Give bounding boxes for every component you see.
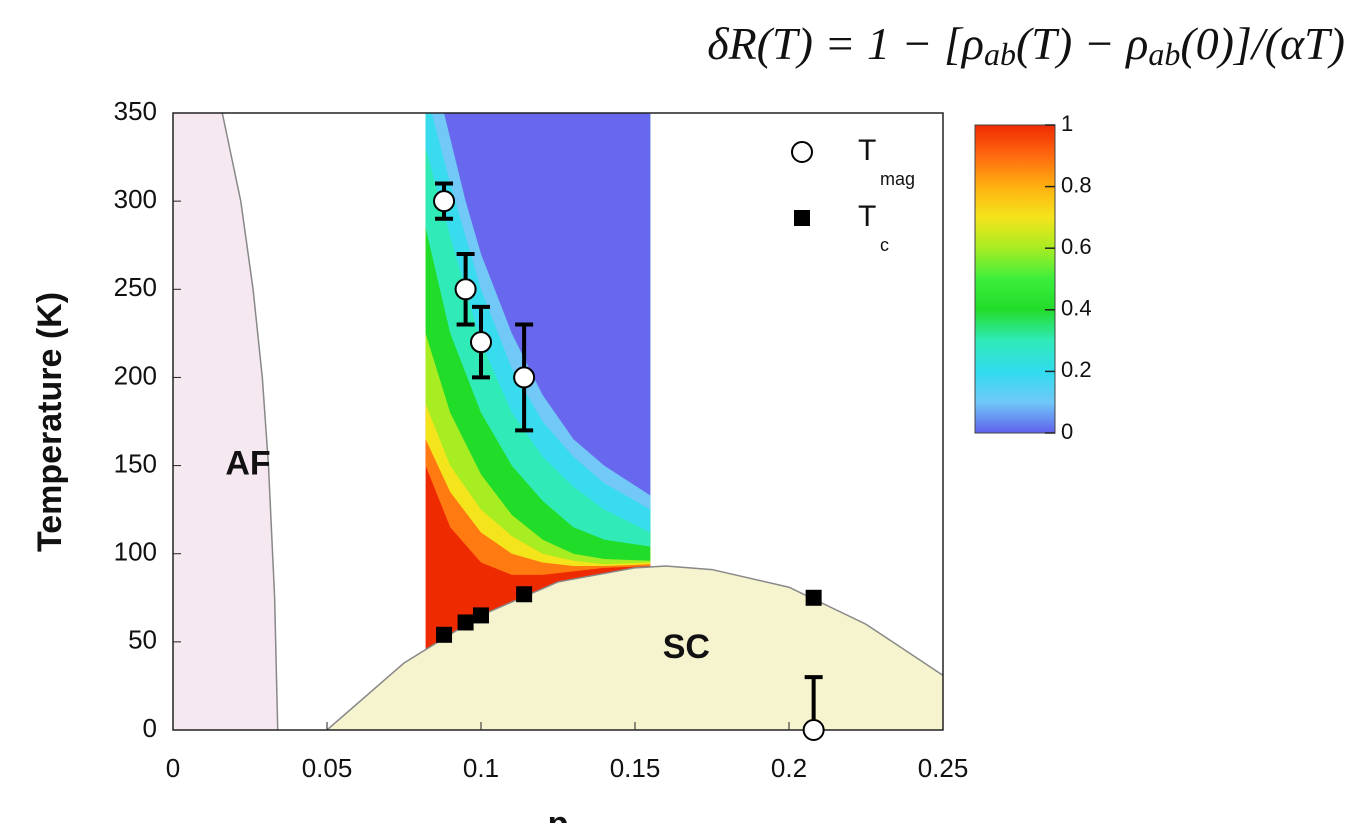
x-tick-label: 0.15 (610, 753, 661, 783)
point (516, 586, 533, 603)
title-part: δR(T) = 1 − [ρ (707, 18, 984, 69)
legend-label-subscript: c (880, 235, 889, 255)
legend-marker (794, 210, 810, 226)
y-tick-label: 350 (114, 96, 157, 126)
y-tick-label: 150 (114, 448, 157, 478)
sc-region (327, 566, 943, 730)
legend-label-subscript: mag (880, 169, 915, 189)
y-tick-label: 250 (114, 272, 157, 302)
point (805, 589, 822, 606)
legend-marker (791, 141, 813, 163)
colorbar (974, 124, 1056, 434)
title-subscript: ab (984, 36, 1016, 72)
annotation: SC (663, 628, 710, 666)
x-tick-label: 0.2 (771, 753, 807, 783)
point (457, 614, 474, 631)
point (470, 331, 492, 354)
point (454, 278, 477, 301)
colorbar-tick-label: 0.6 (1061, 234, 1092, 259)
point (802, 719, 825, 741)
y-axis-label: Temperature (K) (31, 292, 69, 552)
colorbar-tick-label: 0.4 (1061, 296, 1092, 321)
annotation: AF (225, 445, 270, 483)
x-tick-label: 0.05 (302, 753, 353, 783)
colorbar-tick-label: 1 (1061, 111, 1073, 136)
point (436, 626, 453, 643)
legend-label: T (858, 200, 876, 233)
y-tick-label: 0 (143, 713, 157, 743)
point (473, 607, 489, 624)
legend-label: T (858, 134, 876, 167)
af-boundary (221, 113, 279, 730)
point (513, 366, 536, 389)
title-part: (0)]/(αT) (1180, 18, 1345, 69)
colorbar-tick-label: 0.8 (1061, 172, 1092, 197)
af-region (173, 113, 278, 730)
title-part: (T) − ρ (1016, 18, 1148, 69)
y-tick-label: 300 (114, 184, 157, 214)
heatmap (425, 113, 651, 730)
title-subscript: ab (1148, 36, 1180, 72)
plot-frame (172, 112, 944, 731)
chart-title: δR(T) = 1 − [ρab(T) − ρab(0)]/(αT) (707, 18, 1345, 73)
x-tick-label: 0.25 (918, 753, 969, 783)
y-tick-label: 100 (114, 537, 157, 567)
y-tick-label: 50 (128, 625, 157, 655)
heatmap-band (444, 113, 651, 496)
point (433, 190, 456, 213)
colorbar-tick-label: 0 (1061, 419, 1073, 444)
colorbar-tick-label: 0.2 (1061, 357, 1092, 382)
x-tick-label: 0 (166, 753, 180, 783)
x-axis-label: p (548, 805, 569, 823)
y-tick-label: 200 (114, 360, 157, 390)
plot-area (173, 113, 943, 730)
x-tick-label: 0.1 (463, 753, 499, 783)
